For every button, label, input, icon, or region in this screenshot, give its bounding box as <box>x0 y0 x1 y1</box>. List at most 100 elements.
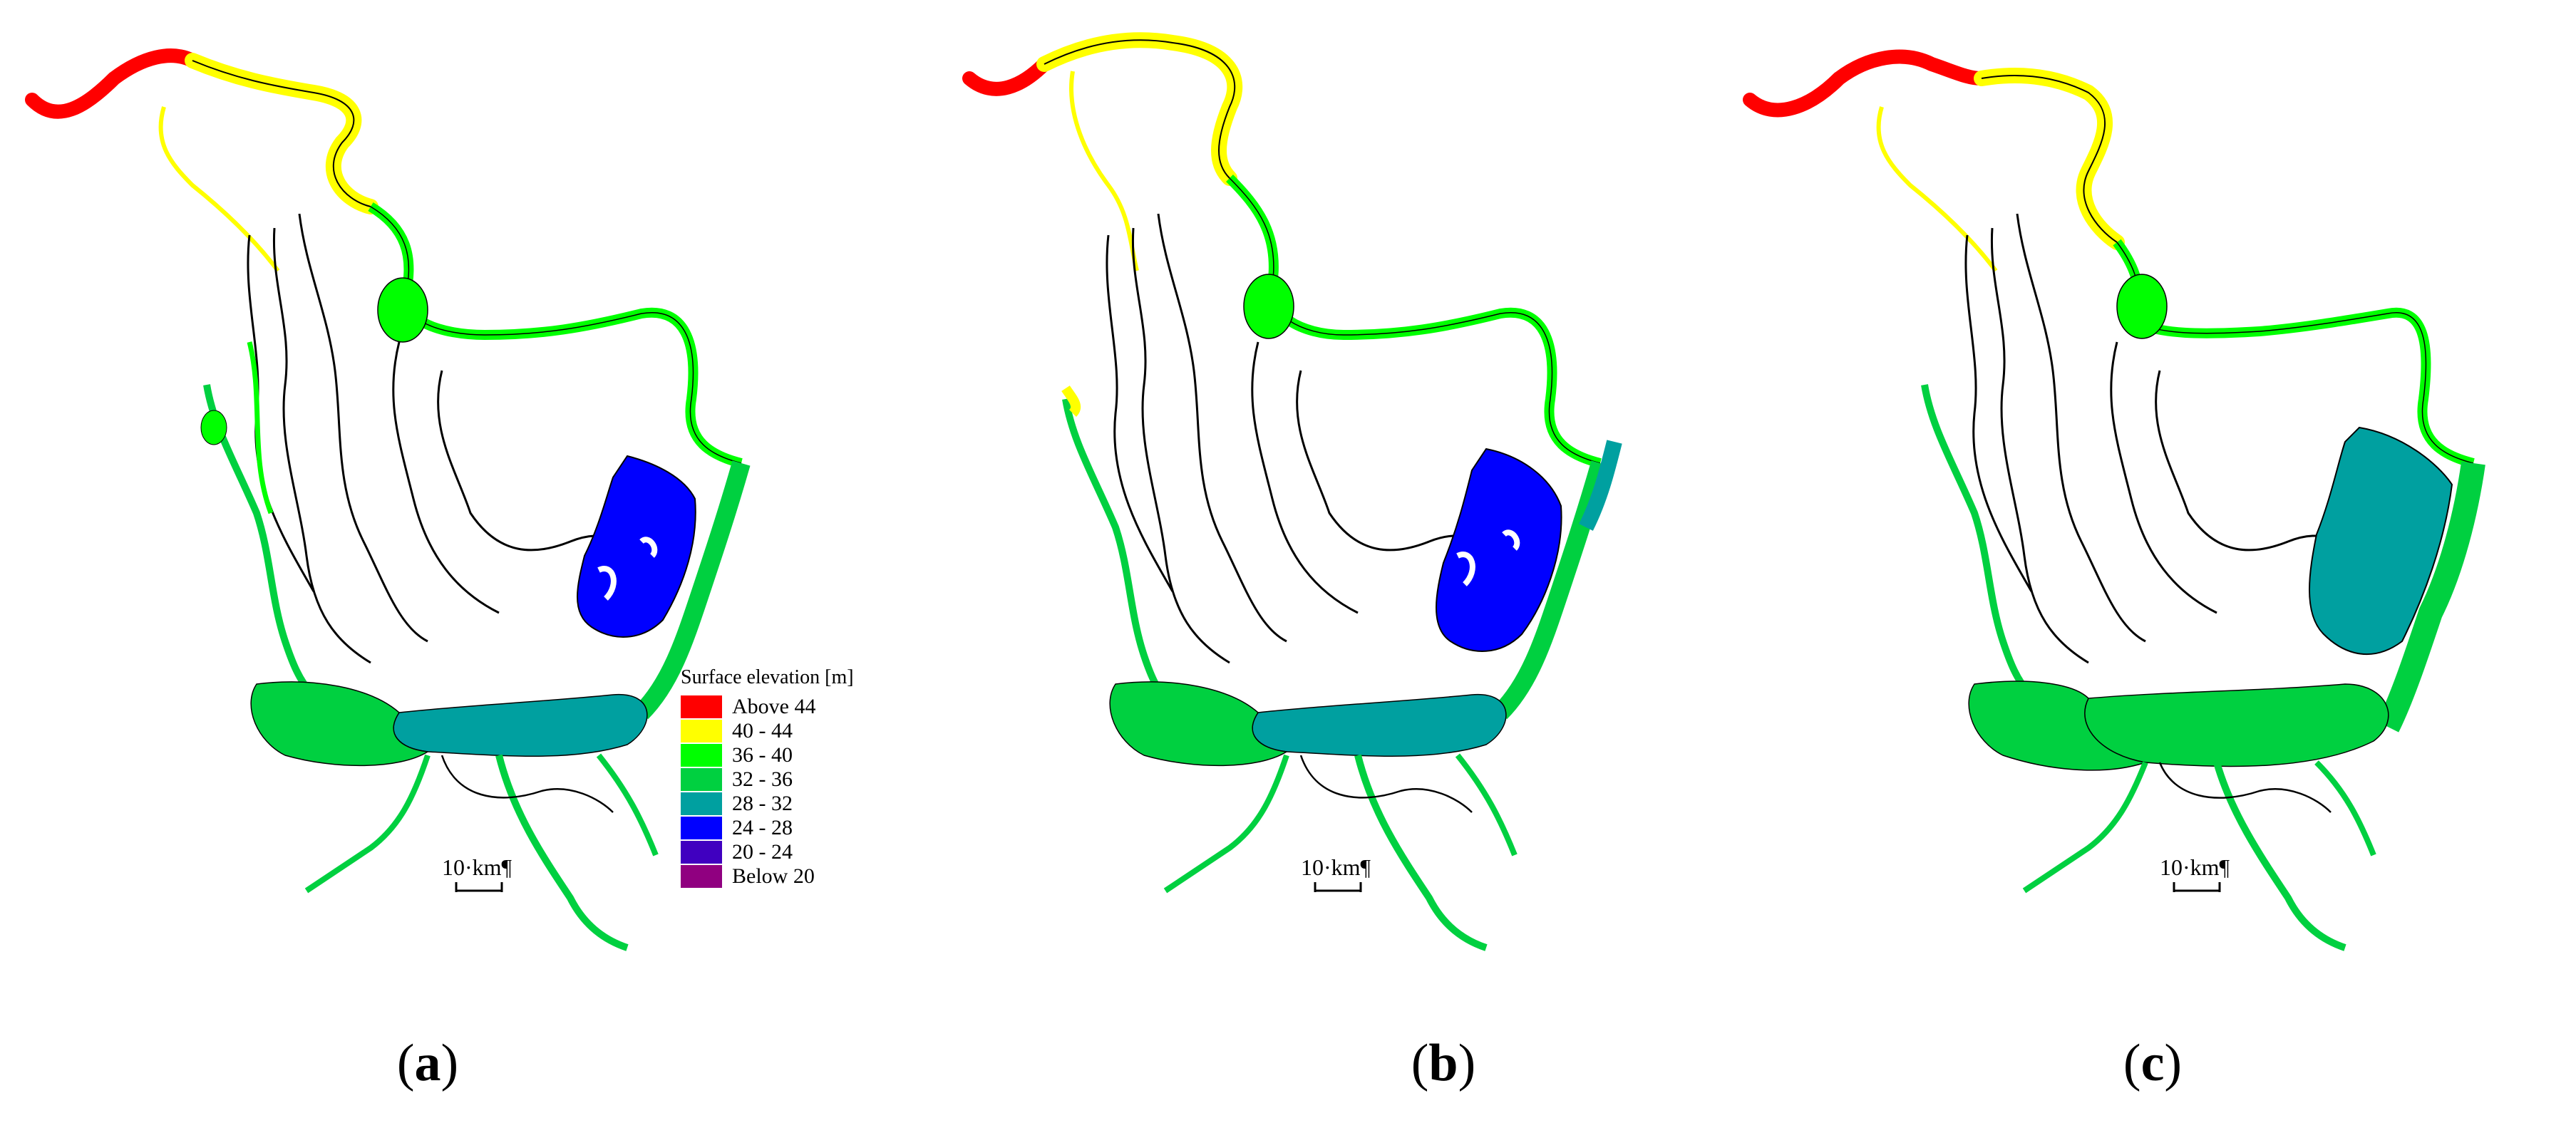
lake-dry-spots <box>1456 529 1520 586</box>
river-outline <box>192 60 371 207</box>
scale-label: 10·km¶ <box>2160 854 2230 880</box>
outflow-1 <box>495 754 629 951</box>
legend-swatch <box>681 817 722 839</box>
legend-label: 40 - 44 <box>732 719 793 742</box>
legend-item: 32 - 36 <box>681 767 895 792</box>
legend-label: 36 - 40 <box>732 743 793 767</box>
pond-green <box>2116 274 2168 339</box>
channel-network-3 <box>298 213 428 643</box>
pond-green <box>1243 274 1294 339</box>
panel-caption: (a) <box>396 1034 459 1092</box>
river-outline <box>1044 39 1236 179</box>
south-network <box>1299 755 1473 813</box>
legend-swatch <box>681 768 722 791</box>
legend-label: 28 - 32 <box>732 792 793 815</box>
channel-network-2 <box>1964 234 2033 592</box>
map-panel-b: 10·km¶ (b) <box>859 0 1717 1123</box>
scale-bar: 10·km¶ <box>1301 854 1371 892</box>
river-reach-red <box>962 57 1051 96</box>
legend-swatch <box>681 792 722 815</box>
outflow-1 <box>1354 754 1488 951</box>
outflow-2 <box>304 754 431 894</box>
south-network <box>441 755 614 813</box>
legend: Surface elevation [m] Above 44 40 - 44 3… <box>681 666 895 889</box>
legend-item: 24 - 28 <box>681 816 895 840</box>
river-green-main <box>368 202 743 468</box>
river-reach-yellow <box>185 53 378 214</box>
channel-network-1 <box>1990 227 2089 664</box>
southern-lake-teal <box>1252 694 1507 757</box>
legend-swatch <box>681 695 722 718</box>
legend-item: Above 44 <box>681 695 895 719</box>
flood-map-c: 10·km¶ <box>1743 49 2485 951</box>
southern-wetland-green <box>1109 681 1289 767</box>
branch-yellow <box>1876 106 1998 272</box>
legend-label: 24 - 28 <box>732 816 793 839</box>
pond-green <box>377 277 428 343</box>
east-channel-green <box>2376 461 2485 733</box>
outflow-3 <box>2314 760 2376 857</box>
branch-yellow <box>158 106 280 272</box>
outflow-1 <box>2213 761 2346 951</box>
river-green-main-outline <box>1229 177 1601 464</box>
legend-swatch <box>681 720 722 742</box>
channel-network-2 <box>1106 234 1174 592</box>
channel-network-4 <box>392 341 500 614</box>
panel-caption: (c) <box>2123 1034 2183 1092</box>
legend-swatch <box>681 744 722 767</box>
legend-swatch <box>681 865 722 888</box>
channel-network-1 <box>1131 227 1230 664</box>
map-panel-a: 10·km¶ Surface elevation [m] Above 44 40… <box>0 0 858 1123</box>
legend-item: 20 - 24 <box>681 840 895 864</box>
legend-label: Above 44 <box>732 695 816 718</box>
legend-swatch <box>681 841 722 864</box>
river-reach-red <box>25 48 200 119</box>
channel-network-4 <box>1251 341 1359 614</box>
channel-network-3 <box>1157 213 1287 643</box>
channel-network-1 <box>272 227 371 664</box>
flooded-lake-teal <box>2309 426 2453 656</box>
branch-green-west-1 <box>1062 398 1230 727</box>
scale-label: 10·km¶ <box>442 854 512 880</box>
outflow-3 <box>1455 753 1518 857</box>
branch-green-west-2 <box>247 341 274 514</box>
legend-item: Below 20 <box>681 864 895 889</box>
outflow-2 <box>1163 754 1289 894</box>
legend-label: Below 20 <box>732 864 815 888</box>
legend-label: 20 - 24 <box>732 840 793 864</box>
river-outline <box>1981 75 2118 243</box>
east-channel-teal <box>1579 440 1622 531</box>
flooded-lake-blue <box>577 455 696 638</box>
lake-dry-spots <box>597 537 658 601</box>
branch-yellow <box>1069 71 1139 271</box>
southern-wetland-green <box>250 681 430 767</box>
legend-item: 28 - 32 <box>681 792 895 816</box>
branch-green-west-1 <box>1921 384 2089 723</box>
legend-title: Surface elevation [m] <box>681 666 854 688</box>
channel-network-3 <box>2016 213 2146 643</box>
southern-lake-teal <box>393 694 648 757</box>
legend-label: 32 - 36 <box>732 767 793 791</box>
branch-green-west-1 <box>203 384 371 723</box>
flood-map-b: 10·km¶ <box>962 32 1622 951</box>
river-green-main-outline <box>2116 242 2474 464</box>
south-network <box>2158 762 2332 813</box>
scale-bar: 10·km¶ <box>442 854 512 892</box>
legend-item: 40 - 44 <box>681 719 895 743</box>
map-panel-c: 10·km¶ (c) <box>1718 0 2576 1123</box>
panel-caption: (b) <box>1411 1034 1476 1092</box>
river-reach-red <box>1743 49 1989 118</box>
scale-label: 10·km¶ <box>1301 854 1371 880</box>
river-green-main <box>2113 239 2475 468</box>
legend-item: 36 - 40 <box>681 743 895 767</box>
east-channel-green <box>634 460 751 720</box>
scale-bar: 10·km¶ <box>2160 854 2230 892</box>
southern-lake-green <box>2084 683 2389 767</box>
outflow-2 <box>2022 761 2148 894</box>
flood-map-a: 10·km¶ <box>25 48 751 951</box>
small-pond <box>200 410 227 445</box>
outflow-3 <box>596 753 659 857</box>
channel-network-4 <box>2110 341 2217 614</box>
branch-yellow-west <box>1061 385 1081 417</box>
flooded-lake-blue <box>1436 447 1562 652</box>
